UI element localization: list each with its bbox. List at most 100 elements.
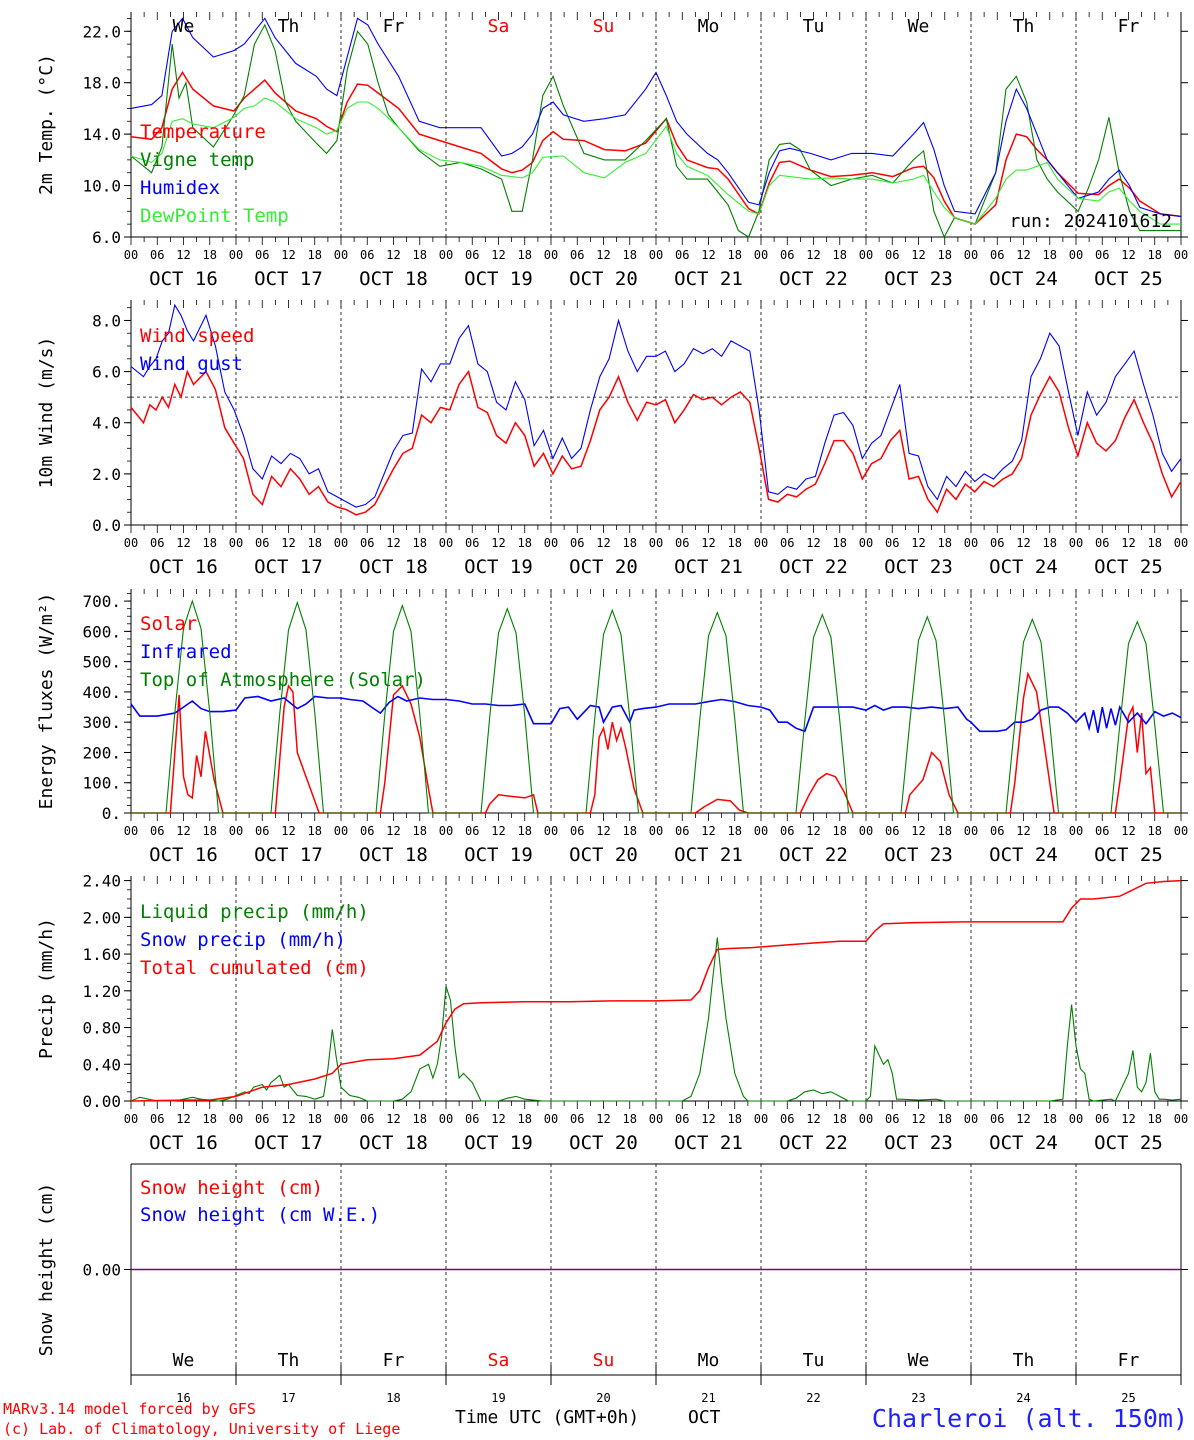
legend-entry: DewPoint Temp — [140, 205, 289, 227]
hour-tick-label: 18 — [623, 1112, 637, 1126]
date-label: OCT 24 — [989, 556, 1058, 578]
y-tick-label: 600. — [82, 622, 121, 641]
legend-entry: Snow precip (mm/h) — [140, 929, 346, 951]
hour-tick-label: 06 — [360, 536, 374, 550]
hour-tick-label: 06 — [465, 1112, 479, 1126]
weekday-label: Th — [1013, 16, 1035, 37]
date-label: OCT 22 — [779, 1132, 848, 1154]
hour-tick-label: 06 — [1095, 248, 1109, 262]
hour-tick-label: 00 — [439, 824, 453, 838]
hour-tick-label: 00 — [859, 248, 873, 262]
hour-tick-label: 12 — [1121, 824, 1135, 838]
hour-tick-label: 06 — [1095, 824, 1109, 838]
weekday-label: Su — [593, 1350, 615, 1371]
date-label: OCT 22 — [779, 556, 848, 578]
hour-tick-label: 12 — [911, 248, 925, 262]
hour-tick-label: 06 — [1095, 536, 1109, 550]
day-number: 16 — [176, 1391, 190, 1405]
hour-tick-label: 18 — [1148, 824, 1162, 838]
hour-tick-label: 18 — [413, 1112, 427, 1126]
hour-tick-label: 06 — [255, 824, 269, 838]
legend-entry: Wind gust — [140, 353, 243, 375]
y-tick-label: 4.0 — [92, 414, 121, 433]
date-label: OCT 16 — [149, 844, 218, 866]
hour-tick-label: 12 — [281, 536, 295, 550]
hour-tick-label: 06 — [255, 536, 269, 550]
date-label: OCT 16 — [149, 268, 218, 290]
station-label: Charleroi (alt. 150m) — [872, 1404, 1188, 1433]
hour-tick-label: 18 — [203, 824, 217, 838]
legend-entry: Liquid precip (mm/h) — [140, 901, 369, 923]
weekday-label: We — [173, 1350, 195, 1371]
y-tick-label: 0.80 — [82, 1019, 121, 1038]
hour-tick-label: 00 — [859, 536, 873, 550]
weekday-label: Mo — [698, 1350, 720, 1371]
hour-tick-label: 18 — [308, 824, 322, 838]
date-label: OCT 25 — [1094, 844, 1163, 866]
legend-entry: Wind speed — [140, 325, 254, 347]
series-line-blue — [130, 695, 1182, 733]
hour-tick-label: 06 — [360, 824, 374, 838]
day-number: 22 — [806, 1391, 820, 1405]
date-label: OCT 20 — [569, 1132, 638, 1154]
day-number: 21 — [701, 1391, 715, 1405]
date-label: OCT 19 — [464, 844, 533, 866]
hour-tick-label: 00 — [1069, 824, 1083, 838]
hour-tick-label: 18 — [623, 248, 637, 262]
hour-tick-label: 12 — [911, 824, 925, 838]
hour-tick-label: 06 — [150, 824, 164, 838]
hour-tick-label: 12 — [596, 1112, 610, 1126]
y-tick-label: 100. — [82, 774, 121, 793]
hour-tick-label: 00 — [1174, 248, 1188, 262]
hour-tick-label: 12 — [596, 248, 610, 262]
hour-tick-label: 06 — [780, 248, 794, 262]
hour-tick-label: 12 — [701, 824, 715, 838]
date-label: OCT 19 — [464, 1132, 533, 1154]
hour-tick-label: 18 — [413, 824, 427, 838]
y-tick-label: 6.0 — [92, 228, 121, 247]
month-label: OCT — [688, 1407, 721, 1428]
panel-5: 0.00 Snow height (cm) We 16 Th 17 Fr 18 Sa 19 Su 20… — [36, 1163, 1188, 1405]
y-tick-label: 2.40 — [82, 872, 121, 891]
hour-tick-label: 18 — [728, 248, 742, 262]
legend-entry: Snow height (cm W.E.) — [140, 1204, 380, 1226]
hour-tick-label: 12 — [491, 824, 505, 838]
hour-tick-label: 12 — [386, 248, 400, 262]
hour-tick-label: 00 — [649, 824, 663, 838]
series-line-red — [130, 369, 1182, 516]
panel-2: 0.0 2.0 4.0 6.0 8.0 10m Wind (m/s) 00 06 12 18 OCT… — [36, 300, 1188, 578]
hour-tick-label: 00 — [964, 536, 978, 550]
day-number: 19 — [491, 1391, 505, 1405]
y-tick-label: 0.00 — [82, 1261, 121, 1280]
date-label: OCT 18 — [359, 844, 428, 866]
hour-tick-label: 12 — [281, 248, 295, 262]
y-tick-label: 8.0 — [92, 311, 121, 330]
series-line-green — [131, 599, 1181, 814]
y-tick-label: 1.60 — [82, 945, 121, 964]
legend-entry: Temperature — [140, 121, 266, 143]
day-number: 23 — [911, 1391, 925, 1405]
hour-tick-label: 18 — [833, 536, 847, 550]
legend-entry: Solar — [140, 613, 197, 635]
y-tick-label: 0.40 — [82, 1055, 121, 1074]
day-number: 25 — [1121, 1391, 1135, 1405]
date-label: OCT 19 — [464, 268, 533, 290]
hour-tick-label: 12 — [701, 536, 715, 550]
hour-tick-label: 06 — [255, 1112, 269, 1126]
hour-tick-label: 18 — [413, 248, 427, 262]
hour-tick-label: 00 — [439, 248, 453, 262]
day-number: 18 — [386, 1391, 400, 1405]
date-label: OCT 20 — [569, 556, 638, 578]
hour-tick-label: 12 — [176, 1112, 190, 1126]
hour-tick-label: 06 — [150, 248, 164, 262]
hour-tick-label: 06 — [360, 1112, 374, 1126]
hour-tick-label: 12 — [1016, 536, 1030, 550]
y-tick-label: 6.0 — [92, 363, 121, 382]
hour-tick-label: 12 — [911, 1112, 925, 1126]
hour-tick-label: 00 — [1069, 536, 1083, 550]
hour-tick-label: 18 — [833, 1112, 847, 1126]
hour-tick-label: 12 — [806, 248, 820, 262]
y-tick-label: 10.0 — [82, 177, 121, 196]
weekday-label: We — [173, 16, 195, 37]
